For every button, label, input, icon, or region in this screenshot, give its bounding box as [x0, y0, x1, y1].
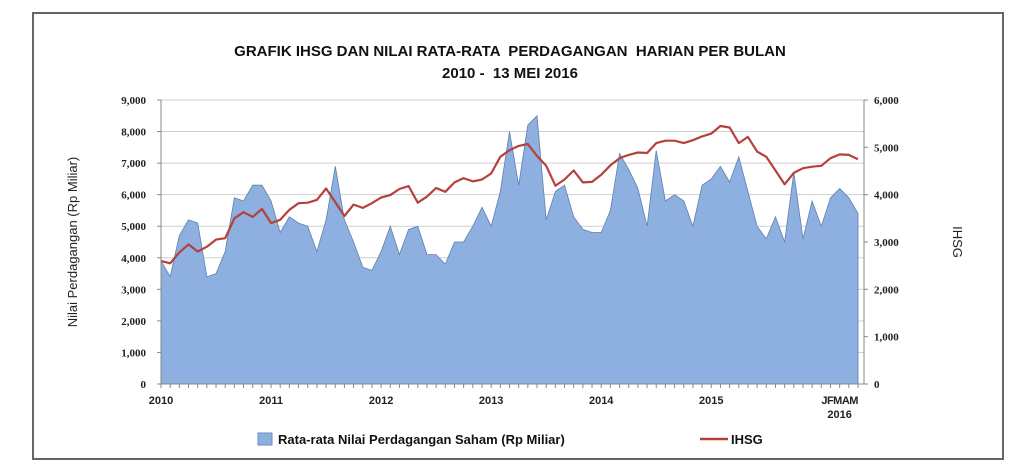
chart-title-line1: GRAFIK IHSG DAN NILAI RATA-RATA PERDAGAN…: [234, 43, 786, 60]
axes: 0 1,000 2,000 3,000 4,000 5,000 6,000 7,000 8,00…: [121, 95, 899, 421]
y-left-tick-label: 3,000: [121, 284, 146, 296]
x-tick-label: 2012: [369, 395, 393, 407]
y-right-tick-label: 1,000: [874, 332, 899, 344]
y-left-tick-label: 9,000: [121, 95, 146, 107]
line-series: [160, 124, 859, 265]
x-tick-label: 2011: [259, 395, 283, 407]
y-left-tick-label: 5,000: [121, 221, 146, 233]
y-left-tick-label: 2,000: [121, 316, 146, 328]
y-left-tick-label: 4,000: [121, 253, 146, 265]
y-right-tick-label: 6,000: [874, 95, 899, 107]
x-tick-label-2016: 2016: [827, 409, 851, 421]
legend: Rata-rata Nilai Perdagangan Saham (Rp Mi…: [257, 432, 763, 447]
y-axis-right-label: IHSG: [950, 226, 965, 258]
line-ihsg: [160, 124, 859, 265]
y-axis-left-label: Nilai Perdagangan (Rp Miliar): [65, 157, 80, 328]
x-tick-label: 2015: [699, 395, 723, 407]
y-right-tick-label: 3,000: [874, 237, 899, 249]
y-right-tick-label: 4,000: [874, 190, 899, 202]
x-tick-label: 2013: [479, 395, 503, 407]
x-tick-months-2016: JFMAM: [821, 395, 858, 407]
y-right-tick-label: 0: [874, 379, 880, 391]
x-tick-label: 2014: [589, 395, 614, 407]
legend-swatch-area: [257, 432, 273, 446]
legend-label-area: Rata-rata Nilai Perdagangan Saham (Rp Mi…: [278, 432, 565, 447]
chart-title-line2: 2010 - 13 MEI 2016: [442, 65, 578, 82]
x-tick-label: 2010: [149, 395, 173, 407]
y-right-tick-label: 2,000: [874, 284, 899, 296]
y-left-tick-label: 8,000: [121, 127, 146, 139]
y-left-tick-label: 6,000: [121, 190, 146, 202]
y-left-tick-label: 1,000: [121, 347, 146, 359]
y-left-tick-label: 7,000: [121, 158, 146, 170]
legend-label-line: IHSG: [731, 432, 763, 447]
area-series: [160, 114, 859, 385]
y-left-tick-label: 0: [141, 379, 147, 391]
area-trading-value: [160, 114, 859, 385]
y-right-tick-label: 5,000: [874, 142, 899, 154]
